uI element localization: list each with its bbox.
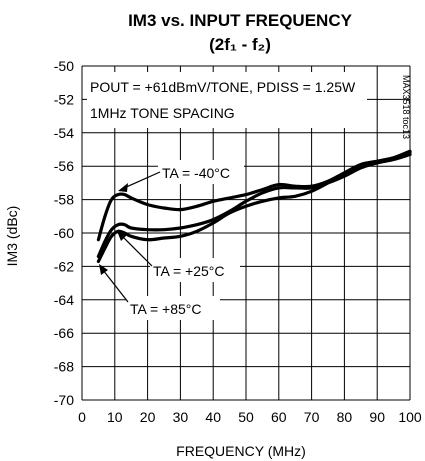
x-tick-label: 60 — [271, 409, 287, 425]
x-tick-label: 90 — [369, 409, 385, 425]
x-tick-label: 100 — [398, 409, 422, 425]
series-label-plus25: TA = +25°C — [153, 263, 225, 279]
chart-subtitle: (2f₁ - f₂) — [209, 35, 271, 54]
x-tick-label: 80 — [337, 409, 353, 425]
x-tick-label: 50 — [238, 409, 254, 425]
figure-code: MAX3518 toc13 — [401, 75, 411, 139]
arrowhead-plus25 — [117, 231, 127, 241]
x-tick-labels: 0 10 20 30 40 50 60 70 80 90 100 — [78, 409, 422, 425]
conditions-line1: POUT = +61dBmV/TONE, PDISS = 1.25W — [90, 79, 356, 95]
series-label-minus40: TA = -40°C — [162, 165, 230, 181]
arrow-plus85 — [102, 269, 129, 303]
y-tick-label: -60 — [54, 225, 74, 241]
arrow-plus25 — [121, 235, 153, 267]
arrowhead-plus85 — [99, 264, 108, 275]
label-bg-plus85 — [126, 296, 220, 320]
x-tick-label: 20 — [140, 409, 156, 425]
series-lines — [96, 149, 412, 263]
conditions-line2: 1MHz TONE SPACING — [90, 105, 235, 121]
y-tick-label: -68 — [54, 359, 74, 375]
conditions-panel — [87, 72, 367, 128]
series-label-plus85: TA = +85°C — [130, 301, 202, 317]
y-tick-label: -54 — [54, 125, 74, 141]
x-tick-label: 70 — [304, 409, 320, 425]
label-bg-minus40 — [158, 160, 244, 184]
chart-title: IM3 vs. INPUT FREQUENCY — [128, 11, 353, 30]
y-tick-label: -50 — [54, 58, 74, 74]
series-line-2 — [96, 151, 412, 263]
x-axis-label: FREQUENCY (MHz) — [176, 443, 306, 459]
y-tick-label: -62 — [54, 258, 74, 274]
x-tick-label: 40 — [205, 409, 221, 425]
y-tick-label: -64 — [54, 292, 74, 308]
y-tick-label: -70 — [54, 392, 74, 408]
x-tick-label: 10 — [107, 409, 123, 425]
y-tick-label: -56 — [54, 158, 74, 174]
arrowhead-minus40 — [118, 183, 128, 192]
y-tick-label: -58 — [54, 192, 74, 208]
y-tick-label: -52 — [54, 91, 74, 107]
y-tick-labels: -50 -52 -54 -56 -58 -60 -62 -64 -66 -68 -70 — [54, 58, 74, 408]
x-tick-label: 30 — [173, 409, 189, 425]
x-tick-label: 0 — [78, 409, 86, 425]
y-axis-label: IM3 (dBc) — [4, 206, 20, 267]
label-bg-plus25 — [150, 258, 240, 282]
arrow-minus40 — [123, 171, 161, 189]
y-tick-label: -66 — [54, 325, 74, 341]
